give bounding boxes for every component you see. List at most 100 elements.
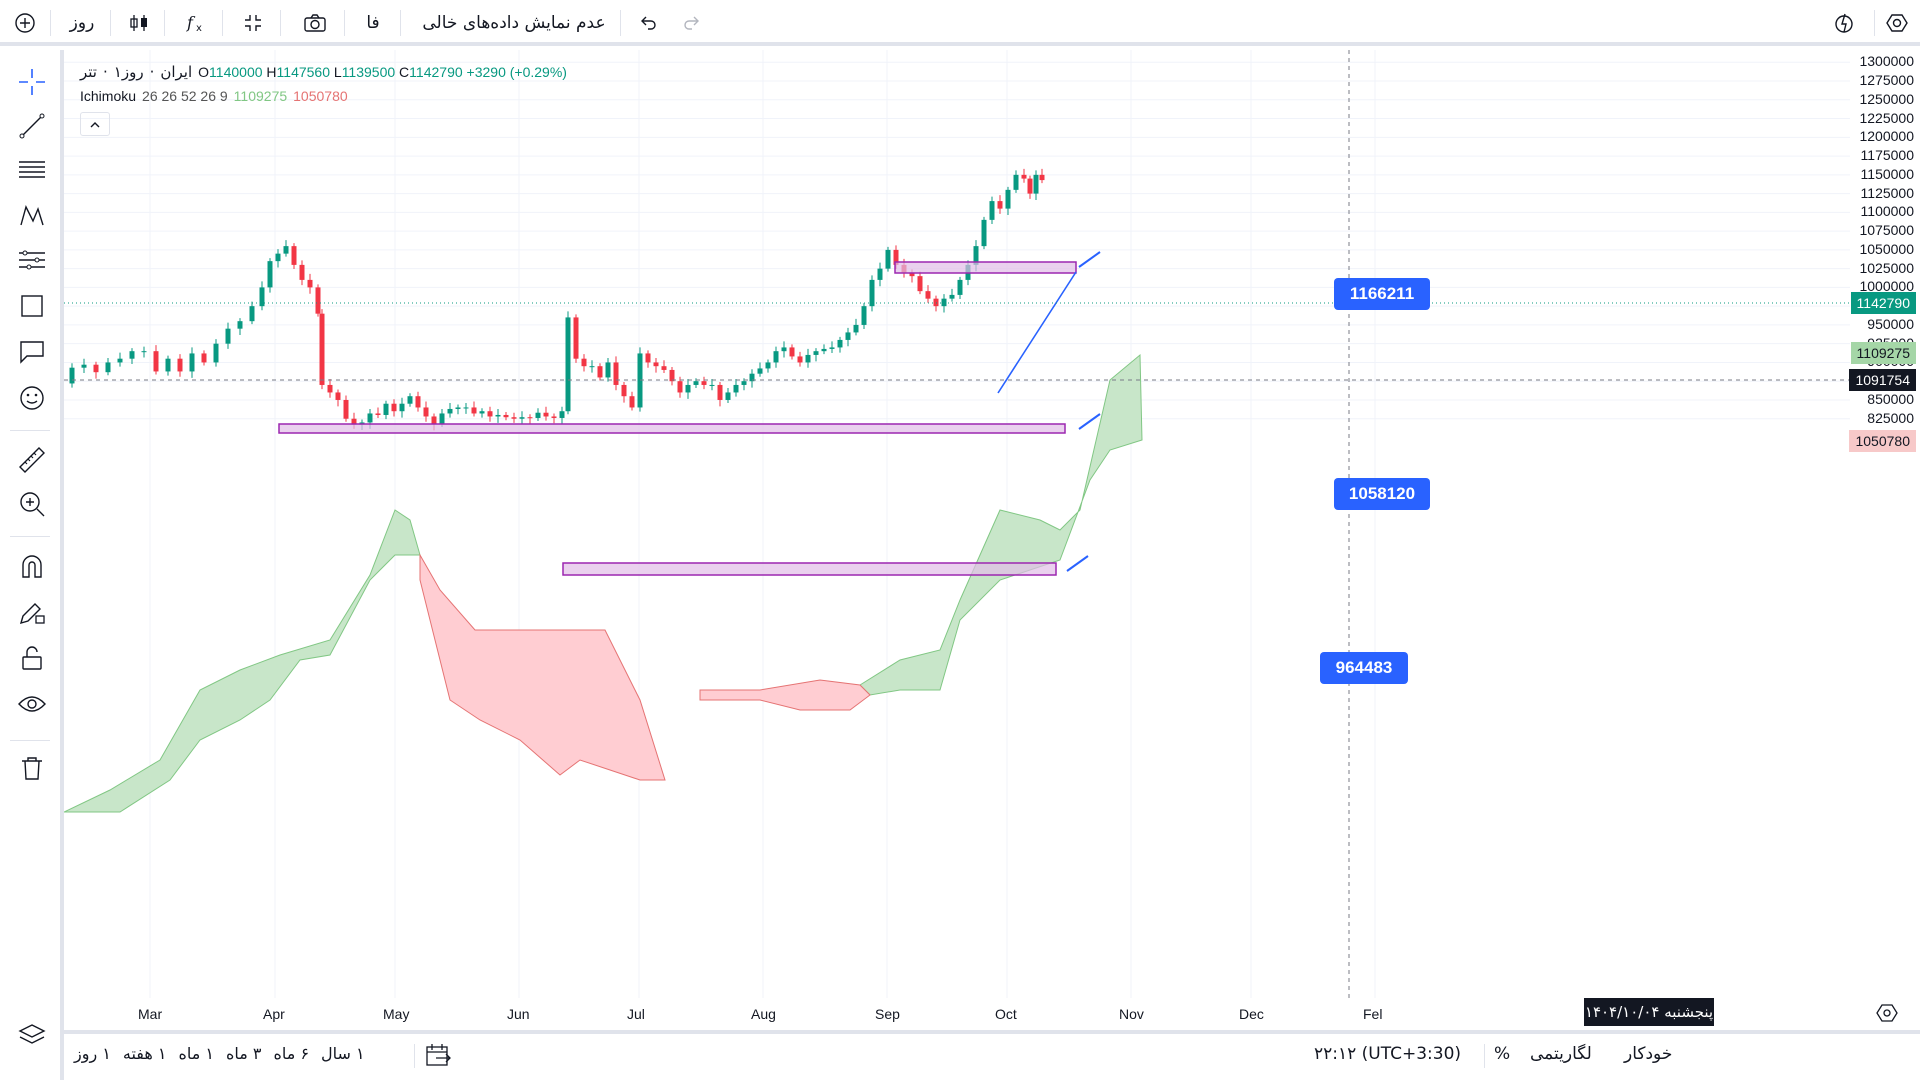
price-chart[interactable] (57, 50, 1850, 998)
candle-body (267, 261, 273, 288)
candle-body (581, 358, 587, 367)
callout-icon (20, 341, 44, 364)
ichimoku-cloud-bullish (63, 509, 421, 813)
plus-circle-icon (15, 13, 35, 33)
log-toggle[interactable]: لگاریتمی (1530, 1044, 1592, 1064)
text-tool[interactable] (12, 332, 52, 372)
candle-body (319, 313, 325, 385)
candle-body (989, 201, 995, 220)
fib-tool[interactable] (12, 150, 52, 190)
candle-body (877, 268, 883, 280)
object-tree-button[interactable] (12, 1016, 52, 1056)
candle-body (813, 351, 819, 355)
crosshair-tool[interactable] (12, 62, 52, 102)
candle-body (487, 411, 493, 417)
unlock-icon (22, 646, 42, 670)
fullscreen-button[interactable] (236, 6, 270, 40)
redo-button[interactable] (678, 6, 708, 40)
gear-icon (1876, 1004, 1898, 1022)
svg-text:f: f (186, 13, 196, 32)
price-callout[interactable]: 1166211 (1334, 278, 1430, 310)
snapshot-button[interactable] (298, 6, 332, 40)
pattern-tool[interactable] (12, 196, 52, 236)
price-callout[interactable]: 964483 (1320, 652, 1408, 684)
candle-body (893, 249, 899, 265)
settings-button[interactable] (1880, 6, 1914, 40)
drawing-toolbar (0, 50, 64, 1080)
candle-body (399, 403, 405, 412)
ichimoku-cloud-bullish (859, 353, 1143, 696)
candle-body (511, 417, 517, 419)
chart-type-button[interactable] (122, 6, 156, 40)
goto-date-button[interactable] (424, 1042, 452, 1072)
candle-body (213, 343, 219, 363)
range-6m[interactable]: ۶ ماه (273, 1044, 310, 1063)
candle-body (573, 317, 579, 359)
eye-icon (18, 696, 46, 712)
axis-settings-button[interactable] (1876, 1002, 1898, 1028)
range-1m[interactable]: ۱ ماه (178, 1044, 214, 1063)
price-tick-label: 1050000 (1859, 240, 1914, 257)
range-3m[interactable]: ۳ ماه (226, 1044, 262, 1063)
ichimoku-cloud-bearish (419, 553, 666, 781)
candle-body (597, 366, 603, 378)
price-tick-label: 1300000 (1859, 53, 1914, 70)
time-axis[interactable]: پنجشنبه ۱۴۰۴/۱۰/۰۴ Mar Apr May Jun Jul Aug Sep… (64, 998, 1920, 1030)
price-tick-label: 1150000 (1860, 165, 1914, 182)
bottom-toolbar: ۱ سال ۶ ماه ۳ ماه ۱ ماه ۱ هفته ۱ روز ۲۲:… (64, 1030, 1920, 1080)
undo-icon (641, 16, 656, 30)
auto-toggle[interactable]: خودکار (1624, 1044, 1673, 1064)
price-tick-label: 825000 (1867, 409, 1914, 426)
candle-body (605, 362, 611, 378)
candle-body (129, 351, 135, 359)
legend-collapse-button[interactable] (80, 112, 110, 136)
trash-icon (22, 757, 42, 780)
magnet-tool[interactable] (12, 546, 52, 586)
stay-drawing-tool[interactable] (12, 592, 52, 632)
candle-body (1005, 189, 1011, 209)
candle-body (367, 413, 373, 423)
hide-drawings-tool[interactable] (12, 684, 52, 724)
chart-pane[interactable] (57, 50, 1850, 998)
indicator-name[interactable]: Ichimoku (80, 88, 137, 104)
quick-search-button[interactable] (1828, 6, 1862, 40)
remove-drawings-tool[interactable] (12, 748, 52, 788)
trend-line-tool[interactable] (12, 106, 52, 146)
prediction-tool[interactable] (12, 240, 52, 280)
candle-body (661, 366, 667, 370)
range-1y[interactable]: ۱ سال (321, 1044, 365, 1063)
candles-icon (130, 15, 147, 31)
legend-symbol[interactable]: تتر (80, 63, 97, 81)
zoom-tool[interactable] (12, 484, 52, 524)
chevron-up-icon (90, 122, 100, 128)
layers-icon (18, 1024, 46, 1044)
interval-button[interactable]: روز (69, 13, 95, 33)
candle-body (93, 364, 99, 373)
range-1d[interactable]: ۱ روز (74, 1044, 111, 1063)
price-axis[interactable]: 1300000 1275000 1250000 1225000 1200000 11750… (1849, 50, 1920, 998)
candle-body (81, 364, 87, 368)
measure-tool[interactable] (12, 440, 52, 480)
candle-body (933, 298, 939, 307)
collapse-arrows-icon (245, 15, 261, 31)
percent-toggle[interactable]: % (1494, 1044, 1511, 1064)
candle-body (165, 358, 171, 372)
forecast-icon (19, 250, 45, 270)
language-button[interactable]: فا (366, 13, 380, 33)
candle-body (717, 384, 723, 400)
lock-drawings-tool[interactable] (12, 638, 52, 678)
candle-body (981, 219, 987, 247)
clock-timezone[interactable]: ۲۲:۱۲ (UTC+3:30) (1314, 1044, 1462, 1064)
range-1w[interactable]: ۱ هفته (122, 1044, 167, 1063)
add-symbol-button[interactable] (8, 6, 42, 40)
candle-body (565, 317, 571, 412)
undo-button[interactable] (632, 6, 662, 40)
shapes-tool[interactable] (12, 286, 52, 326)
price-callout[interactable]: 1058120 (1334, 478, 1430, 510)
price-tick-label: 1100000 (1860, 203, 1914, 220)
emoji-tool[interactable] (12, 378, 52, 418)
time-tick-label: Oct (995, 1006, 1017, 1022)
empty-data-toggle[interactable]: عدم نمایش داده‌های خالی (422, 13, 606, 33)
time-tick-label: May (383, 1006, 410, 1022)
